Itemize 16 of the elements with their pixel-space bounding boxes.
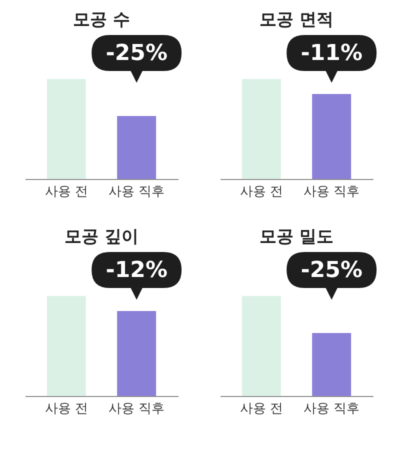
- x-tick-label: 사용 전: [44, 184, 88, 200]
- x-tick-label: 사용 직후: [304, 402, 360, 416]
- text: -25%: [106, 41, 168, 66]
- text: -25%: [300, 258, 362, 283]
- x-tick-label: 사용 전: [240, 184, 283, 200]
- x-tick-label: 사용 직후: [108, 402, 165, 416]
- chart-title: 모공 면적: [260, 10, 334, 30]
- chart-title: 모공 수: [73, 10, 130, 30]
- x-tick-label: 사용 직후: [108, 184, 165, 200]
- text: -12%: [106, 258, 168, 283]
- chart-title: 모공 깊이: [64, 227, 138, 247]
- x-tick-label: 사용 전: [240, 402, 283, 416]
- text: -11%: [300, 41, 362, 66]
- x-tick-label: 사용 전: [44, 402, 88, 416]
- x-tick-label: 사용 직후: [304, 184, 360, 200]
- chart-title: 모공 밀도: [260, 227, 334, 247]
